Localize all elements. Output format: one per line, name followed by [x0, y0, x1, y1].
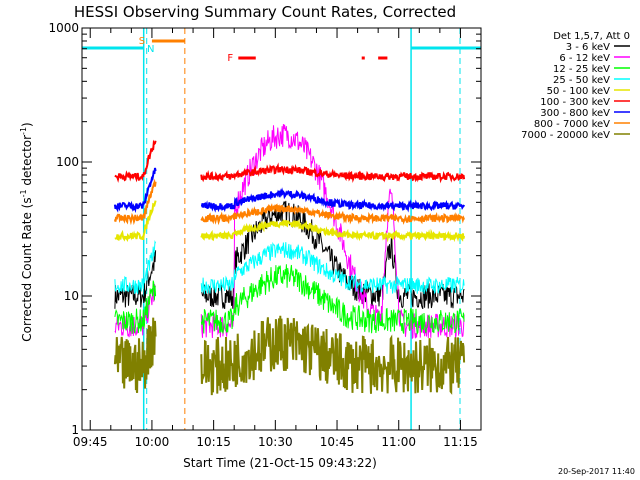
series-line — [200, 162, 466, 184]
series-line — [200, 203, 466, 226]
series-line — [114, 239, 157, 294]
y-tick-label: 100 — [56, 155, 79, 169]
x-tick-label: 09:45 — [73, 435, 108, 449]
legend-label: 300 - 800 keV — [540, 108, 610, 119]
series-line — [113, 167, 157, 214]
x-tick-label: 10:30 — [258, 435, 293, 449]
series-line — [114, 139, 157, 183]
legend-label: 3 - 6 keV — [566, 42, 610, 53]
x-tick-label: 11:00 — [381, 435, 416, 449]
series-line — [200, 241, 465, 295]
y-tick-label: 10 — [64, 289, 79, 303]
legend-label: 100 - 300 keV — [540, 97, 610, 108]
plot-area: NS F — [82, 28, 481, 430]
series-line — [200, 218, 466, 243]
series-line — [114, 200, 157, 243]
x-axis-label: Start Time (21-Oct-15 09:43:22) — [183, 456, 377, 470]
y-tick-label: 1 — [71, 423, 79, 437]
series-line — [114, 280, 157, 334]
series-line — [113, 317, 157, 394]
y-axis-label: Corrected Count Rate (s-1 detector-1) — [19, 122, 34, 341]
legend-label: 50 - 100 keV — [547, 86, 611, 97]
series-line — [114, 250, 157, 309]
series-line — [113, 178, 157, 226]
timestamp: 20-Sep-2017 11:40 — [558, 467, 635, 476]
series-line — [200, 315, 466, 396]
night-label: N — [147, 44, 154, 55]
legend-label: 12 - 25 keV — [553, 64, 610, 75]
legend-label: 800 - 7000 keV — [534, 119, 610, 130]
chart-title: HESSI Observing Summary Count Rates, Cor… — [74, 3, 456, 21]
saa-label: S — [139, 36, 145, 47]
series-line — [201, 200, 465, 310]
y-tick-label: 1000 — [48, 21, 79, 35]
x-tick-label: 11:15 — [443, 435, 478, 449]
legend-title: Det 1,5,7, Att 0 — [553, 31, 630, 42]
x-tick-label: 10:00 — [135, 435, 170, 449]
x-tick-label: 10:15 — [196, 435, 231, 449]
legend-label: 6 - 12 keV — [559, 53, 610, 64]
axes: 1 10 100 1000 09:45 10:00 10:15 10:30 10:45 11:00… — [48, 21, 482, 449]
legend-label: 7000 - 20000 keV — [521, 130, 610, 141]
legend-label: 25 - 50 keV — [553, 75, 610, 86]
series-line — [200, 187, 465, 213]
series-line — [200, 264, 465, 336]
x-tick-label: 10:45 — [320, 435, 355, 449]
flare-label: F — [227, 53, 233, 64]
plot-frame — [81, 27, 482, 431]
